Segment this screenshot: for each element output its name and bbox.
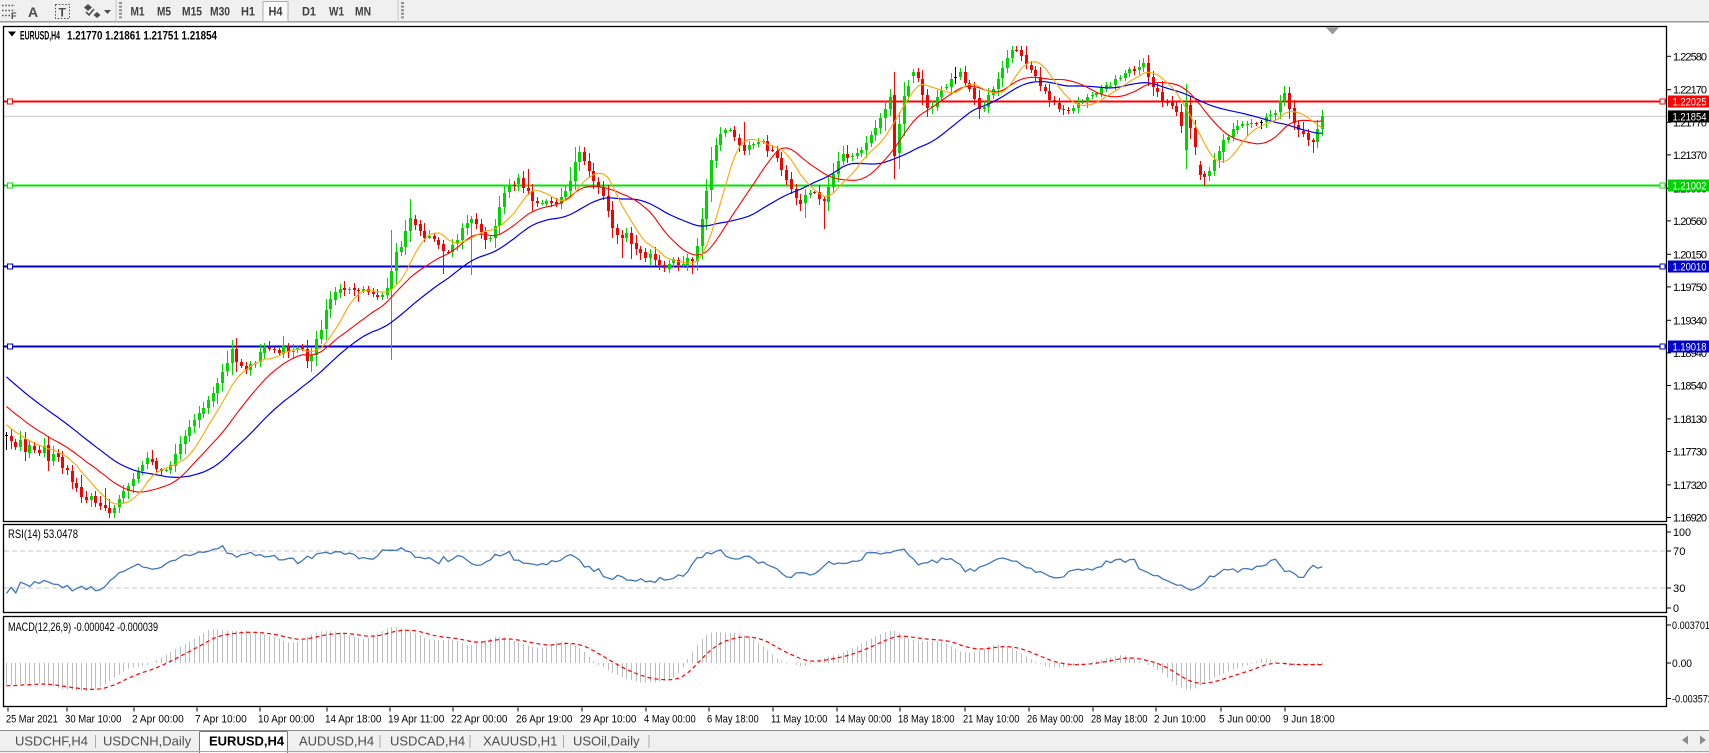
svg-text:25 Mar 2021: 25 Mar 2021 <box>6 714 58 726</box>
svg-text:0.003701: 0.003701 <box>1672 620 1709 632</box>
svg-text:2 Jun 10:00: 2 Jun 10:00 <box>1154 714 1206 726</box>
svg-text:RSI(14) 53.0478: RSI(14) 53.0478 <box>8 527 78 541</box>
svg-text:AUDUSD,H4: AUDUSD,H4 <box>299 734 374 749</box>
svg-text:30 Mar 10:00: 30 Mar 10:00 <box>65 714 121 726</box>
svg-text:4 May 00:00: 4 May 00:00 <box>644 714 696 726</box>
svg-text:D1: D1 <box>302 5 316 19</box>
svg-text:100: 100 <box>1673 527 1691 539</box>
svg-text:T: T <box>59 6 67 20</box>
svg-text:22 Apr 00:00: 22 Apr 00:00 <box>451 714 507 726</box>
svg-text:1.22025: 1.22025 <box>1673 97 1707 109</box>
svg-text:MACD(12,26,9) -0.000042 -0.000: MACD(12,26,9) -0.000042 -0.000039 <box>8 620 158 634</box>
svg-text:26 Apr 19:00: 26 Apr 19:00 <box>516 714 572 726</box>
svg-text:11 May 10:00: 11 May 10:00 <box>771 714 827 726</box>
svg-text:21 May 10:00: 21 May 10:00 <box>963 714 1019 726</box>
svg-text:1.17730: 1.17730 <box>1673 447 1707 459</box>
svg-text:1.21770 1.21861 1.21751 1.2185: 1.21770 1.21861 1.21751 1.21854 <box>67 29 217 43</box>
svg-text:1.20010: 1.20010 <box>1673 262 1707 274</box>
svg-text:1.16920: 1.16920 <box>1673 513 1707 525</box>
svg-text:1.21370: 1.21370 <box>1673 150 1707 162</box>
svg-text:USDCHF,H4: USDCHF,H4 <box>15 734 88 749</box>
svg-text:7 Apr 10:00: 7 Apr 10:00 <box>195 714 247 726</box>
svg-text:14 May 00:00: 14 May 00:00 <box>835 714 891 726</box>
svg-text:1.18540: 1.18540 <box>1673 381 1707 393</box>
svg-text:EURUSD,H4: EURUSD,H4 <box>20 29 60 43</box>
svg-text:14 Apr 18:00: 14 Apr 18:00 <box>325 714 381 726</box>
svg-text:W1: W1 <box>329 5 344 19</box>
svg-text:29 Apr 10:00: 29 Apr 10:00 <box>580 714 636 726</box>
svg-text:H4: H4 <box>269 5 283 19</box>
svg-text:70: 70 <box>1673 546 1686 558</box>
svg-text:5 Jun 00:00: 5 Jun 00:00 <box>1219 714 1271 726</box>
svg-text:18 May 18:00: 18 May 18:00 <box>898 714 954 726</box>
svg-text:EURUSD,H4: EURUSD,H4 <box>209 734 285 749</box>
svg-text:USOil,Daily: USOil,Daily <box>573 734 640 749</box>
svg-text:0: 0 <box>1673 603 1679 615</box>
svg-text:1.17320: 1.17320 <box>1673 480 1707 492</box>
svg-text:26 May 00:00: 26 May 00:00 <box>1027 714 1083 726</box>
svg-text:0.00: 0.00 <box>1672 658 1692 670</box>
svg-text:28 May 18:00: 28 May 18:00 <box>1091 714 1147 726</box>
svg-text:30: 30 <box>1673 583 1686 595</box>
svg-text:A: A <box>28 4 38 20</box>
svg-text:M5: M5 <box>157 5 171 19</box>
svg-text:M15: M15 <box>182 5 202 19</box>
svg-text:1.19750: 1.19750 <box>1673 282 1707 294</box>
svg-text:1.19340: 1.19340 <box>1673 315 1707 327</box>
svg-text:1.21002: 1.21002 <box>1673 181 1707 193</box>
svg-text:1.21854: 1.21854 <box>1673 111 1707 123</box>
svg-text:1.20150: 1.20150 <box>1673 249 1707 261</box>
svg-text:19 Apr 11:00: 19 Apr 11:00 <box>388 714 444 726</box>
svg-text:9 Jun 18:00: 9 Jun 18:00 <box>1283 714 1335 726</box>
svg-text:6 May 18:00: 6 May 18:00 <box>707 714 759 726</box>
svg-text:1.20560: 1.20560 <box>1673 216 1707 228</box>
svg-text:USDCNH,Daily: USDCNH,Daily <box>103 734 192 749</box>
svg-text:1.18130: 1.18130 <box>1673 414 1707 426</box>
svg-text:1.19018: 1.19018 <box>1673 342 1707 354</box>
svg-text:USDCAD,H4: USDCAD,H4 <box>390 734 465 749</box>
svg-text:XAUUSD,H1: XAUUSD,H1 <box>483 734 557 749</box>
svg-text:M1: M1 <box>131 5 145 19</box>
svg-text:-0.003572: -0.003572 <box>1672 694 1709 706</box>
svg-text:M30: M30 <box>210 5 230 19</box>
svg-text:H1: H1 <box>241 5 255 19</box>
svg-text:1.22580: 1.22580 <box>1673 51 1707 63</box>
svg-text:F: F <box>11 11 17 21</box>
svg-text:1.22170: 1.22170 <box>1673 85 1707 97</box>
svg-text:10 Apr 00:00: 10 Apr 00:00 <box>258 714 314 726</box>
svg-text:2 Apr 00:00: 2 Apr 00:00 <box>132 714 184 726</box>
svg-text:MN: MN <box>355 5 371 19</box>
